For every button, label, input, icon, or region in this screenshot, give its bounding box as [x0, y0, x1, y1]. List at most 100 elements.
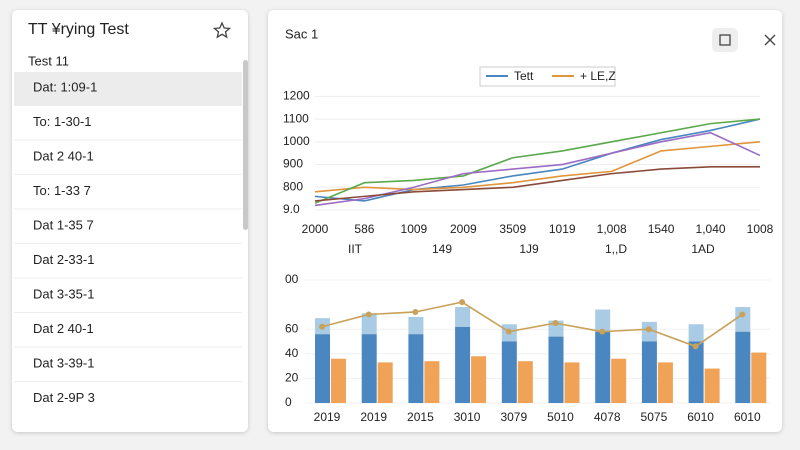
- bar: [455, 307, 471, 327]
- bar: [315, 334, 330, 403]
- line-marker: [505, 328, 512, 335]
- bar: [688, 341, 704, 403]
- line-marker: [692, 343, 699, 350]
- x-tick-label: 1009: [401, 222, 428, 236]
- legend-label: Tett: [514, 69, 534, 83]
- bar: [471, 356, 487, 403]
- scrollbar[interactable]: [243, 60, 248, 230]
- bar: [735, 307, 751, 332]
- line-series: [314, 131, 761, 207]
- list-item[interactable]: Dat 1-35 7: [33, 217, 94, 232]
- x-tick-label: 3509: [499, 222, 526, 236]
- panel-icon-button[interactable]: [712, 28, 738, 52]
- x-tick-label: 5010: [547, 410, 574, 424]
- list-item[interactable]: Dat 2-9P 3: [33, 390, 95, 405]
- sidebar: [12, 10, 248, 432]
- x-tick-label: 3010: [454, 410, 481, 424]
- bar: [564, 362, 580, 403]
- x-tick-label: 2019: [360, 410, 387, 424]
- line-marker: [599, 328, 606, 335]
- y-tick-label: 40: [285, 346, 299, 360]
- line-marker: [412, 308, 419, 315]
- x-tick-label: 2019: [314, 410, 341, 424]
- bar: [548, 336, 564, 403]
- line-series: [321, 301, 743, 348]
- bar: [361, 334, 377, 403]
- bar: [517, 361, 533, 403]
- x-tick-label: 2009: [450, 222, 477, 236]
- list-header: Test 11: [28, 53, 69, 68]
- line-marker: [365, 311, 372, 318]
- y-tick-label: 0: [285, 395, 292, 409]
- line-series: [314, 141, 761, 193]
- x-tick-label: 6010: [687, 410, 714, 424]
- x-tick-label: 1008: [747, 222, 774, 236]
- y-tick-label: 60: [285, 321, 299, 335]
- y-tick-label: 1000: [283, 134, 310, 148]
- close-button[interactable]: [764, 34, 776, 46]
- list-item[interactable]: To: 1-33 7: [33, 183, 91, 198]
- list-item[interactable]: Dat 2 40-1: [33, 321, 94, 336]
- x-tick-label: 2000: [302, 222, 329, 236]
- list-item[interactable]: Dat 3-39-1: [33, 355, 94, 370]
- bar: [641, 341, 657, 403]
- x-tick-label: 1019: [549, 222, 576, 236]
- y-tick-label: 00: [285, 272, 299, 286]
- line-series: [314, 166, 760, 202]
- bar: [704, 368, 720, 403]
- selected-row: [14, 72, 242, 105]
- x-tick-label: 1,040: [696, 222, 726, 236]
- x-sublabel: 1AD: [691, 242, 715, 256]
- x-sublabel: IIT: [348, 242, 363, 256]
- list-item[interactable]: Dat 2-33-1: [33, 252, 94, 267]
- x-tick-label: 1,008: [597, 222, 627, 236]
- bar: [361, 313, 377, 335]
- x-tick-label: 1540: [648, 222, 675, 236]
- x-tick-label: 4078: [594, 410, 621, 424]
- legend-label: + LE,Z: [580, 69, 616, 83]
- bar: [657, 362, 673, 403]
- list-item[interactable]: Dat: 1:09-1: [33, 79, 97, 94]
- y-tick-label: 800: [283, 179, 303, 193]
- line-marker: [645, 326, 652, 333]
- line-marker: [739, 311, 746, 318]
- x-sublabel: 1,,D: [605, 242, 627, 256]
- bar: [595, 331, 611, 403]
- x-tick-label: 5075: [641, 410, 668, 424]
- bar: [501, 341, 517, 403]
- line-marker: [459, 299, 466, 306]
- bar: [735, 331, 751, 403]
- x-tick-label: 6010: [734, 410, 761, 424]
- star-button[interactable]: [212, 21, 232, 39]
- y-tick-label: 1100: [283, 111, 309, 125]
- bar: [595, 309, 611, 332]
- line-series: [314, 118, 761, 202]
- line-marker: [319, 323, 325, 330]
- legend-box: [479, 66, 616, 87]
- bar: [611, 358, 627, 403]
- bar: [331, 358, 346, 403]
- x-sublabel: 149: [432, 242, 452, 256]
- y-tick-label: 1200: [283, 89, 310, 103]
- y-tick-label: 20: [285, 371, 299, 385]
- panel-title: Sac 1: [285, 26, 318, 41]
- y-tick-label: 9.0: [283, 202, 300, 216]
- bar: [688, 324, 704, 342]
- bar: [408, 334, 424, 403]
- line-marker: [552, 320, 559, 327]
- x-tick-label: 3079: [500, 410, 527, 424]
- x-sublabel: 1J9: [519, 242, 539, 256]
- sidebar-title: TT ¥rying Test: [28, 21, 129, 38]
- bar: [424, 361, 440, 403]
- line-series: [314, 118, 761, 204]
- list-item[interactable]: Dat 3-35-1: [33, 286, 94, 301]
- y-tick-label: 900: [283, 157, 303, 171]
- list-item[interactable]: Dat 2 40-1: [33, 148, 94, 163]
- bar: [455, 326, 471, 403]
- list-item[interactable]: To: 1-30-1: [33, 114, 92, 129]
- bar: [751, 352, 767, 403]
- bar: [408, 316, 424, 335]
- x-tick-label: 2015: [407, 410, 434, 424]
